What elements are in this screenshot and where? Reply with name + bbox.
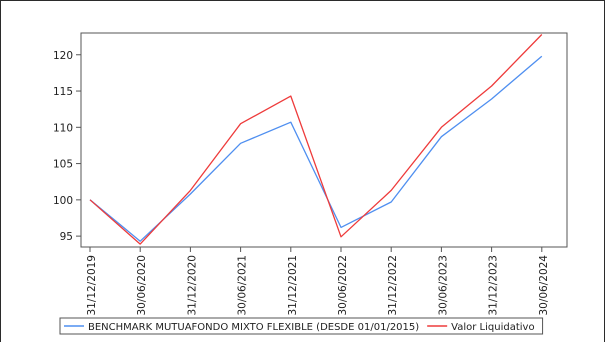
y-tick-label: 110: [53, 122, 73, 134]
y-tick-label: 120: [53, 50, 73, 62]
legend-box: [59, 317, 544, 335]
x-tick-label: 31/12/2021: [287, 255, 299, 316]
x-tick-label: 30/06/2022: [337, 255, 349, 316]
x-tick-label: 31/12/2020: [186, 255, 198, 316]
legend-label-2: Valor Liquidativo: [451, 322, 534, 333]
x-axis-ticks: 31/12/2019 30/06/2020 31/12/2020 30/06/2021…: [86, 247, 550, 316]
series-line-2: [89, 34, 543, 245]
x-tick-label: 30/06/2021: [237, 255, 249, 316]
x-tick-label: 31/12/2023: [488, 255, 500, 316]
chart-axes: [80, 32, 568, 248]
series-lines: [89, 34, 543, 245]
plot-area-border: [80, 32, 568, 248]
x-tick-label: 30/06/2020: [136, 255, 148, 316]
y-axis-ticks: 95 100 105 110 115 120: [53, 50, 81, 243]
y-tick-label: 115: [53, 86, 73, 98]
x-tick-label: 31/12/2019: [86, 255, 98, 316]
x-tick-label: 30/06/2024: [538, 255, 550, 316]
legend-label-1: BENCHMARK MUTUAFONDO MIXTO FLEXIBLE (DES…: [88, 322, 419, 333]
legend: BENCHMARK MUTUAFONDO MIXTO FLEXIBLE (DES…: [59, 317, 544, 335]
y-tick-label: 100: [53, 195, 73, 207]
series-line-1: [89, 55, 543, 242]
y-tick-label: 95: [60, 231, 73, 243]
x-tick-label: 31/12/2022: [387, 255, 399, 316]
y-tick-label: 105: [53, 159, 73, 171]
x-tick-label: 30/06/2023: [437, 255, 449, 316]
